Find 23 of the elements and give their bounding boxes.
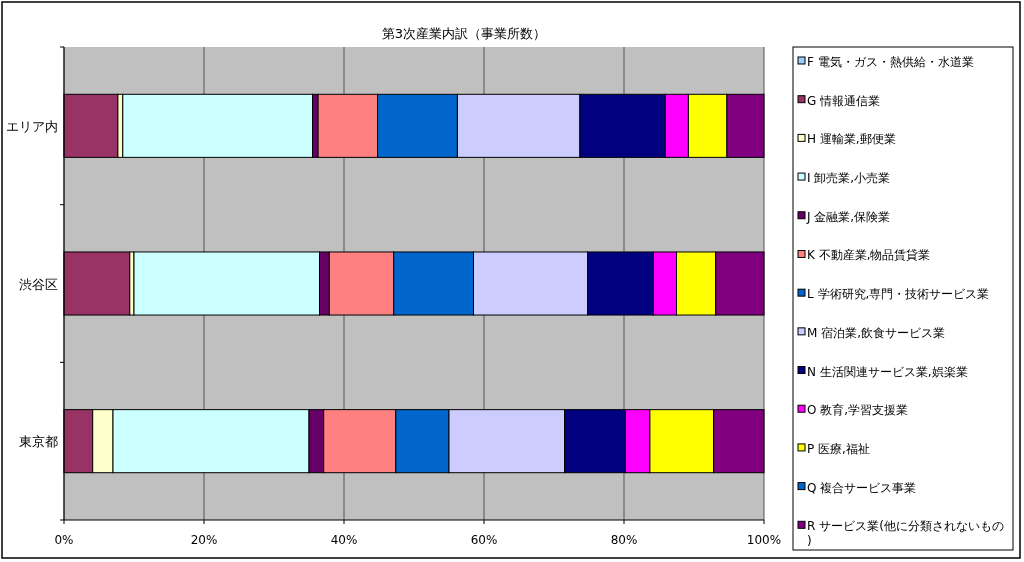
x-tick-label: 0% xyxy=(54,533,74,547)
legend-label: M 宿泊業,飲食サービス業 xyxy=(807,325,945,340)
x-tick-label: 60% xyxy=(470,533,498,547)
y-tick-label: エリア内 xyxy=(6,118,58,134)
legend-label: F 電気・ガス・熱供給・水道業 xyxy=(807,55,974,69)
legend-label: J 金融業,保険業 xyxy=(806,209,891,224)
legend-label: G 情報通信業 xyxy=(807,93,881,108)
legend-label: O 教育,学習支援業 xyxy=(807,403,909,418)
legend-label: K 不動産業,物品賃貸業 xyxy=(807,248,931,263)
x-tick-label: 20% xyxy=(190,533,218,547)
x-tick-label: 40% xyxy=(330,533,358,547)
legend-label: L 学術研究,専門・技術サービス業 xyxy=(807,287,990,302)
chart-title: 第3次産業内訳（事業所数） xyxy=(381,26,547,41)
legend-label: H 運輸業,郵便業 xyxy=(807,132,896,147)
legend-label: Q 複合サービス事業 xyxy=(807,480,917,495)
y-tick-label: 東京都 xyxy=(19,434,58,450)
legend-label: P 医療,福祉 xyxy=(807,441,870,456)
x-tick-label: 80% xyxy=(610,533,638,547)
legend-label: R サービス業(他に分類されないもの) xyxy=(807,519,1004,549)
legend-label: N 生活関連サービス業,娯楽業 xyxy=(807,364,968,379)
legend-label: I 卸売業,小売業 xyxy=(807,171,891,186)
x-tick-label: 100% xyxy=(746,533,782,547)
y-tick-label: 渋谷区 xyxy=(19,276,58,292)
